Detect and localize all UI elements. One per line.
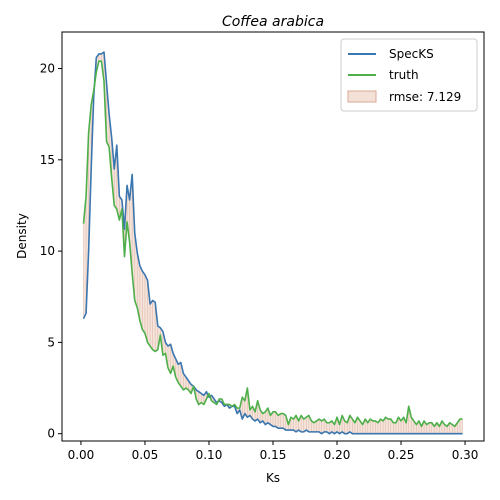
series-layer bbox=[82, 51, 463, 435]
x-tick-label: 0.10 bbox=[196, 448, 223, 462]
y-tick-label: 0 bbox=[47, 427, 55, 441]
x-tick-label: 0.05 bbox=[132, 448, 159, 462]
series-line-truth bbox=[82, 60, 463, 428]
x-tick-label: 0.25 bbox=[388, 448, 415, 462]
y-tick-label: 15 bbox=[40, 153, 55, 167]
y-tick-label: 20 bbox=[40, 62, 55, 76]
x-tick-label: 0.15 bbox=[260, 448, 287, 462]
y-tick-label: 10 bbox=[40, 244, 55, 258]
x-axis-label: Ks bbox=[266, 471, 280, 485]
x-axis: 0.00 0.05 0.10 0.15 0.20 0.25 0.30 bbox=[68, 441, 479, 462]
legend-label-truth: truth bbox=[389, 68, 419, 82]
legend-swatch-rmse bbox=[347, 90, 377, 103]
chart-title: Coffea arabica bbox=[222, 14, 324, 30]
legend-label-speckS: SpecKS bbox=[389, 47, 434, 61]
y-axis-label: Density bbox=[15, 213, 29, 259]
x-tick-label: 0.00 bbox=[68, 448, 95, 462]
legend: SpecKS truth rmse: 7.129 bbox=[340, 38, 478, 112]
x-tick-label: 0.20 bbox=[324, 448, 351, 462]
x-tick-label: 0.30 bbox=[452, 448, 479, 462]
legend-label-rmse: rmse: 7.129 bbox=[389, 90, 461, 104]
y-tick-label: 5 bbox=[47, 335, 55, 349]
y-axis: 0 5 10 15 20 bbox=[40, 62, 62, 441]
series-line-specks bbox=[82, 51, 463, 435]
